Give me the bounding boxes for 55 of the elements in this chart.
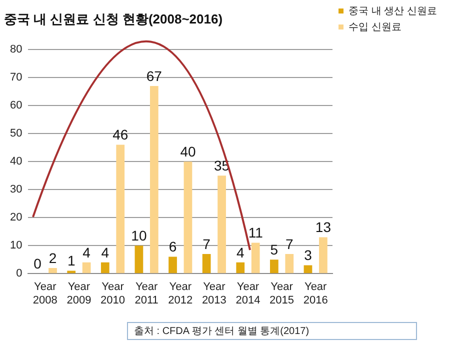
data-label: 7	[285, 236, 294, 252]
data-label: 1	[67, 252, 76, 269]
data-label: 4	[236, 244, 244, 260]
bar	[270, 260, 278, 274]
data-label: 11	[248, 224, 264, 241]
data-label: 3	[304, 247, 312, 264]
bar	[48, 268, 57, 274]
data-label: 2	[48, 250, 57, 266]
bar	[236, 262, 245, 274]
y-tick-label: 20	[10, 212, 22, 224]
y-tick-label: 80	[10, 44, 22, 56]
y-tick-label: 10	[10, 240, 22, 252]
data-label: 46	[112, 126, 128, 143]
data-label: 0	[34, 255, 42, 272]
y-tick-label: 0	[16, 268, 22, 280]
bar	[100, 262, 110, 274]
y-tick-label: 40	[10, 156, 22, 168]
bar	[285, 254, 294, 274]
y-tick-label: 50	[10, 128, 22, 140]
bar	[150, 86, 158, 274]
x-tick-label: Year 2011	[134, 281, 158, 306]
x-tick-label: Year 2008	[32, 281, 58, 306]
bar	[82, 262, 91, 274]
x-tick-label: Year 2012	[168, 281, 193, 306]
x-tick-label: Year 2014	[236, 281, 260, 306]
data-label: 6	[168, 238, 177, 255]
source-note: 출처 : CFDA 평가 센터 월별 통계(2017)	[127, 322, 417, 340]
bar	[319, 237, 328, 274]
data-label: 5	[270, 241, 278, 258]
bar	[134, 246, 144, 274]
data-label: 4	[101, 244, 110, 260]
bar	[218, 176, 226, 274]
y-tick-label: 30	[10, 184, 22, 196]
legend-label: 중국 내 생산 신원료	[348, 6, 437, 17]
bar	[304, 265, 312, 274]
bar	[116, 144, 125, 274]
y-tick-label: 70	[10, 72, 22, 84]
data-label: 10	[131, 227, 147, 244]
x-tick-label: Year 2013	[202, 281, 226, 306]
bar	[251, 242, 260, 274]
data-label: 7	[202, 236, 211, 252]
data-label: 67	[146, 68, 162, 84]
x-tick-label: Year 2009	[66, 281, 92, 306]
chart-title: 중국 내 신원료 신청 현황(2008~2016)	[4, 11, 223, 26]
bar	[184, 162, 192, 274]
y-tick-label: 60	[10, 100, 22, 112]
bar	[202, 254, 211, 274]
data-label: 13	[315, 219, 332, 236]
data-label: 40	[180, 143, 196, 160]
legend-label: 수입 신원료	[348, 22, 402, 33]
x-tick-label: Year 2010	[100, 281, 125, 306]
x-tick-label: Year 2016	[303, 281, 328, 306]
x-tick-label: Year 2015	[270, 281, 294, 306]
data-label: 4	[82, 244, 91, 260]
bar	[168, 256, 177, 274]
